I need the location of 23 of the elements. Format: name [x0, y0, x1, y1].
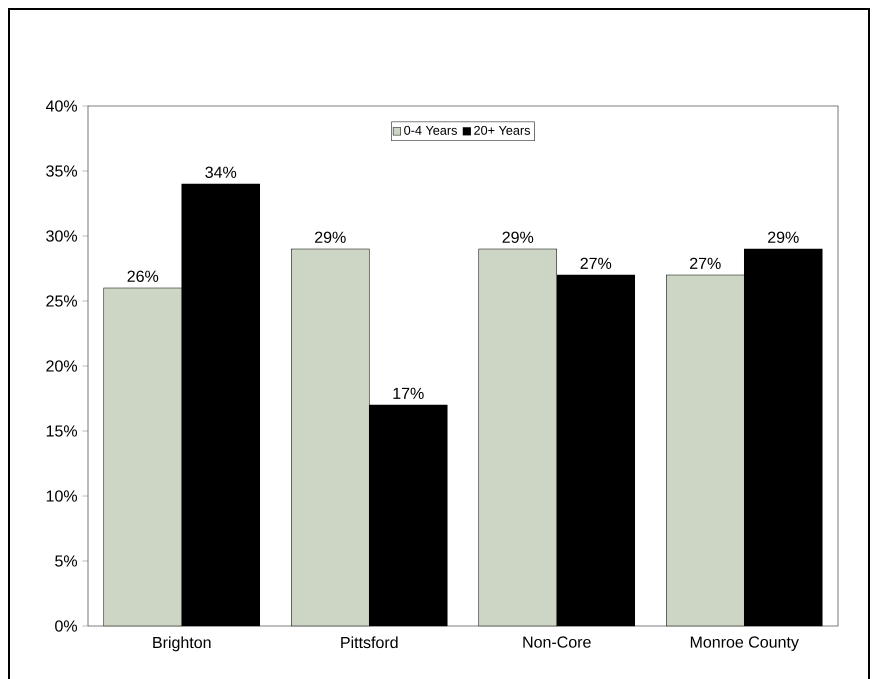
legend-label: 20+ Years — [474, 126, 530, 135]
data-label: 26% — [128, 270, 158, 282]
y-tick-label: 40% — [46, 100, 78, 112]
x-tick-label: Non-Core — [523, 636, 591, 648]
y-tick-label: 5% — [55, 555, 78, 567]
data-label: 29% — [502, 232, 534, 243]
y-tick-label: 15% — [46, 425, 78, 437]
data-label: 29% — [315, 232, 346, 243]
x-tick-label: Monroe County — [690, 636, 799, 651]
data-label: 34% — [205, 166, 236, 178]
legend-label: 0-4 Years — [404, 126, 457, 135]
y-tick-label: 0% — [55, 620, 78, 632]
y-tick-label: 25% — [46, 295, 78, 307]
y-tick-label: 20% — [46, 360, 78, 372]
x-tick-label: Brighton — [153, 636, 211, 652]
data-label: 29% — [768, 232, 799, 243]
y-tick-label: 10% — [46, 490, 78, 502]
y-tick-label: 35% — [46, 165, 78, 177]
y-tick-label: 30% — [46, 230, 78, 242]
x-tick-label: Pittsford — [341, 636, 398, 648]
data-label: 27% — [690, 258, 721, 269]
data-label: 27% — [580, 258, 612, 269]
data-label: 17% — [393, 388, 424, 399]
